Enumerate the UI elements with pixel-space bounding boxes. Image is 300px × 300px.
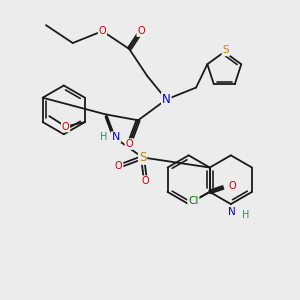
- Text: O: O: [137, 26, 145, 36]
- Text: Cl: Cl: [188, 196, 199, 206]
- Text: O: O: [115, 161, 123, 171]
- Text: O: O: [99, 26, 106, 36]
- Text: H: H: [242, 210, 249, 220]
- Text: N: N: [229, 207, 236, 218]
- Text: S: S: [139, 151, 146, 164]
- Text: O: O: [142, 176, 149, 186]
- Text: O: O: [125, 139, 133, 149]
- Text: O: O: [228, 181, 236, 191]
- Text: S: S: [223, 45, 229, 56]
- Text: O: O: [62, 122, 69, 131]
- Text: N: N: [162, 93, 171, 106]
- Text: N: N: [112, 132, 120, 142]
- Text: H: H: [100, 132, 108, 142]
